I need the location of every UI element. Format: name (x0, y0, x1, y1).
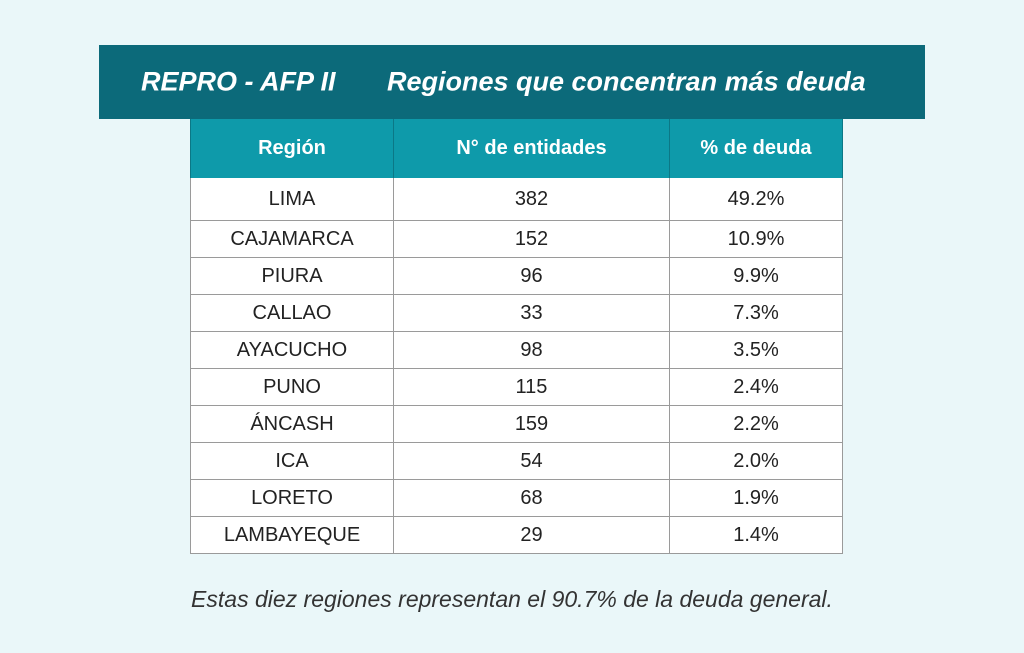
entities-cell: 152 (393, 220, 670, 258)
column-header-entities: N° de entidades (393, 119, 670, 178)
region-cell: LIMA (190, 178, 394, 221)
debt-percent-cell: 9.9% (669, 257, 843, 295)
table-row: LAMBAYEQUE 29 1.4% (190, 516, 843, 554)
region-cell: CALLAO (190, 294, 394, 332)
region-cell: ICA (190, 442, 394, 480)
entities-cell: 159 (393, 405, 670, 443)
debt-percent-cell: 1.4% (669, 516, 843, 554)
table-row: ÁNCASH 159 2.2% (190, 405, 843, 443)
entities-cell: 96 (393, 257, 670, 295)
entities-cell: 68 (393, 479, 670, 517)
table-row: AYACUCHO 98 3.5% (190, 331, 843, 369)
debt-percent-cell: 2.0% (669, 442, 843, 480)
debt-percent-cell: 2.2% (669, 405, 843, 443)
region-cell: CAJAMARCA (190, 220, 394, 258)
table-body: LIMA 382 49.2% CAJAMARCA 152 10.9% PIURA… (190, 178, 843, 554)
region-cell: LORETO (190, 479, 394, 517)
regions-debt-table: Región N° de entidades % de deuda LIMA 3… (190, 119, 843, 554)
debt-percent-cell: 10.9% (669, 220, 843, 258)
region-cell: AYACUCHO (190, 331, 394, 369)
table-row: LORETO 68 1.9% (190, 479, 843, 517)
region-cell: PUNO (190, 368, 394, 406)
table-row: CAJAMARCA 152 10.9% (190, 220, 843, 258)
table-header: Región N° de entidades % de deuda (190, 119, 843, 178)
debt-percent-cell: 3.5% (669, 331, 843, 369)
table-row: PUNO 115 2.4% (190, 368, 843, 406)
entities-cell: 54 (393, 442, 670, 480)
column-header-debt-percent: % de deuda (669, 119, 843, 178)
region-cell: ÁNCASH (190, 405, 394, 443)
entities-cell: 33 (393, 294, 670, 332)
debt-percent-cell: 7.3% (669, 294, 843, 332)
column-header-region: Región (190, 119, 394, 178)
title-bar: REPRO - AFP II Regiones que concentran m… (99, 45, 925, 119)
footnote: Estas diez regiones representan el 90.7%… (191, 586, 833, 612)
table-row: LIMA 382 49.2% (190, 178, 843, 221)
entities-cell: 29 (393, 516, 670, 554)
region-cell: PIURA (190, 257, 394, 295)
entities-cell: 382 (393, 178, 670, 221)
entities-cell: 115 (393, 368, 670, 406)
debt-percent-cell: 49.2% (669, 178, 843, 221)
header-row: Región N° de entidades % de deuda (190, 119, 843, 178)
debt-percent-cell: 2.4% (669, 368, 843, 406)
table-row: ICA 54 2.0% (190, 442, 843, 480)
program-title: REPRO - AFP II (141, 66, 336, 97)
table-row: CALLAO 33 7.3% (190, 294, 843, 332)
table-row: PIURA 96 9.9% (190, 257, 843, 295)
region-cell: LAMBAYEQUE (190, 516, 394, 554)
table-title: Regiones que concentran más deuda (387, 66, 866, 97)
debt-percent-cell: 1.9% (669, 479, 843, 517)
entities-cell: 98 (393, 331, 670, 369)
